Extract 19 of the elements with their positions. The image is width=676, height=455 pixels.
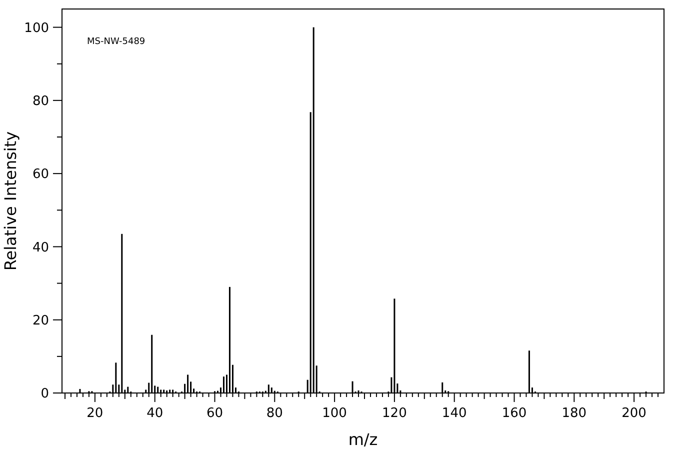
y-tick-label: 20 [32, 313, 49, 328]
y-tick-label: 100 [24, 20, 49, 36]
x-tick-label: 20 [86, 406, 104, 421]
y-tick-label: 0 [40, 386, 49, 402]
x-tick-label: 100 [322, 406, 347, 421]
y-tick-label: 60 [32, 167, 49, 182]
x-tick-label: 180 [562, 406, 587, 421]
annotation: MS-NW-5489 [87, 37, 146, 47]
x-tick-label: 40 [146, 406, 164, 421]
x-tick-label: 140 [442, 406, 467, 421]
y-tick-label: 80 [32, 94, 49, 109]
x-tick-label: 80 [266, 406, 283, 421]
x-tick-label: 120 [382, 406, 407, 421]
x-axis-title: m/z [348, 430, 378, 449]
x-tick-label: 160 [502, 406, 527, 421]
y-axis-title: Relative Intensity [1, 131, 20, 271]
x-tick-label: 60 [206, 406, 224, 421]
x-tick-label: 200 [622, 406, 646, 421]
y-tick-label: 40 [32, 240, 49, 256]
